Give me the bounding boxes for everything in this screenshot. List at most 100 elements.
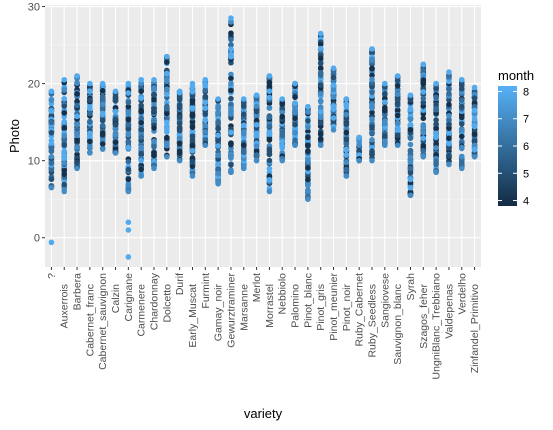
data-point bbox=[472, 116, 478, 122]
data-point bbox=[344, 130, 350, 136]
plot-panel bbox=[45, 5, 481, 267]
data-point bbox=[228, 15, 234, 21]
data-point bbox=[241, 122, 247, 128]
data-point bbox=[151, 86, 157, 92]
data-point bbox=[395, 142, 401, 148]
y-axis: 0102030 bbox=[28, 2, 45, 245]
data-point bbox=[331, 75, 337, 81]
data-point-outlier bbox=[126, 227, 132, 233]
data-point bbox=[420, 130, 426, 136]
data-point bbox=[74, 103, 80, 109]
data-point bbox=[177, 89, 183, 95]
data-point bbox=[138, 120, 144, 126]
data-point bbox=[138, 158, 144, 164]
data-point bbox=[113, 127, 119, 133]
data-point bbox=[395, 120, 401, 126]
data-point bbox=[215, 119, 221, 125]
data-point bbox=[459, 145, 465, 151]
data-point bbox=[228, 155, 234, 161]
data-point bbox=[177, 158, 183, 164]
data-point bbox=[61, 161, 67, 167]
data-point bbox=[164, 120, 170, 126]
data-point bbox=[318, 120, 324, 126]
data-point bbox=[254, 158, 260, 164]
x-tick-label: Carmenere bbox=[136, 284, 148, 337]
data-point bbox=[369, 137, 375, 143]
legend-tick-label: 7 bbox=[523, 114, 529, 126]
x-tick-label: Furmint bbox=[200, 273, 212, 309]
data-point bbox=[61, 168, 67, 174]
data-point bbox=[472, 154, 478, 160]
data-point bbox=[382, 99, 388, 105]
data-point bbox=[382, 91, 388, 97]
data-point bbox=[61, 103, 67, 109]
data-point bbox=[61, 119, 67, 125]
data-point bbox=[369, 158, 375, 164]
data-point bbox=[279, 114, 285, 120]
data-point bbox=[100, 146, 106, 152]
data-point bbox=[61, 189, 67, 195]
data-point bbox=[215, 171, 221, 177]
data-point bbox=[100, 94, 106, 100]
x-tick-label: Gamay_noir bbox=[213, 284, 225, 342]
data-point bbox=[433, 86, 439, 92]
data-point bbox=[177, 128, 183, 134]
data-point bbox=[202, 83, 208, 89]
data-point bbox=[100, 102, 106, 108]
data-point bbox=[215, 125, 221, 131]
data-point bbox=[395, 113, 401, 119]
data-point bbox=[241, 142, 247, 148]
data-point bbox=[408, 92, 414, 98]
data-point bbox=[305, 165, 311, 171]
data-point bbox=[267, 73, 273, 79]
data-point bbox=[420, 96, 426, 102]
y-axis-title: Photo bbox=[7, 119, 22, 153]
data-point bbox=[292, 142, 298, 148]
data-point bbox=[344, 152, 350, 158]
data-point bbox=[408, 122, 414, 128]
x-tick-label: Calzin bbox=[110, 284, 122, 313]
data-point bbox=[177, 105, 183, 111]
data-point bbox=[446, 153, 452, 159]
data-point bbox=[369, 105, 375, 111]
data-point bbox=[420, 62, 426, 68]
data-point bbox=[49, 108, 55, 114]
data-point bbox=[74, 138, 80, 144]
data-point bbox=[420, 136, 426, 142]
data-point bbox=[267, 88, 273, 94]
data-point bbox=[49, 120, 55, 126]
data-point bbox=[126, 100, 132, 106]
data-point bbox=[126, 132, 132, 138]
x-tick-label: Early_Muscat bbox=[187, 284, 199, 348]
data-point bbox=[228, 96, 234, 102]
legend: month 45678 bbox=[498, 68, 534, 208]
data-point bbox=[279, 96, 285, 102]
data-point bbox=[472, 95, 478, 101]
data-point bbox=[49, 160, 55, 166]
legend-tick-label: 8 bbox=[523, 86, 529, 98]
data-point bbox=[87, 97, 93, 103]
data-point bbox=[369, 66, 375, 72]
data-point bbox=[87, 81, 93, 87]
data-point bbox=[228, 169, 234, 175]
data-point bbox=[61, 87, 67, 93]
data-point bbox=[100, 123, 106, 129]
data-point bbox=[164, 86, 170, 92]
data-point bbox=[267, 137, 273, 143]
data-point bbox=[420, 154, 426, 160]
data-point bbox=[267, 105, 273, 111]
data-point bbox=[408, 117, 414, 123]
data-point bbox=[318, 82, 324, 88]
data-point bbox=[100, 81, 106, 87]
data-point bbox=[100, 132, 106, 138]
data-point bbox=[202, 142, 208, 148]
data-point bbox=[305, 118, 311, 124]
data-point bbox=[126, 189, 132, 195]
data-point bbox=[408, 142, 414, 148]
data-point bbox=[267, 146, 273, 152]
data-point bbox=[177, 114, 183, 120]
data-point bbox=[190, 148, 196, 154]
data-point bbox=[382, 81, 388, 87]
data-point bbox=[408, 193, 414, 199]
data-point bbox=[369, 117, 375, 123]
